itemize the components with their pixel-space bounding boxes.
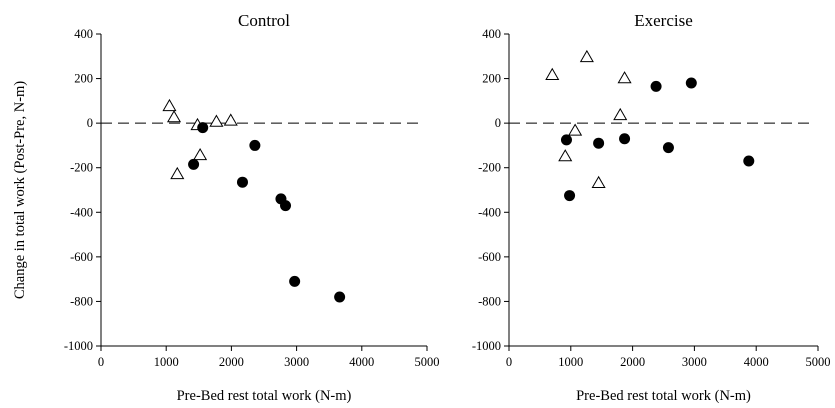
y-tick-label: -600	[478, 250, 501, 264]
data-point-triangle	[558, 149, 573, 162]
x-tick-label: 4000	[744, 355, 769, 369]
x-axis-label: Pre-Bed rest total work (N-m)	[177, 388, 352, 404]
x-tick-label: 5000	[415, 355, 440, 369]
chart-title: Control	[238, 11, 290, 30]
data-point-circle	[289, 275, 301, 287]
data-point-triangle	[162, 98, 177, 112]
data-point-circle	[662, 142, 674, 154]
y-tick-label: -1000	[64, 339, 93, 353]
y-tick-label: -200	[70, 161, 93, 175]
data-point-circle	[560, 134, 572, 146]
x-tick-label: 0	[506, 355, 512, 369]
y-axis-label: Change in total work (Post-Pre, N-m)	[12, 81, 28, 299]
data-point-circle	[334, 291, 346, 303]
data-point-triangle	[193, 147, 208, 161]
data-point-circle	[197, 122, 209, 134]
y-tick-label: -200	[478, 161, 501, 175]
x-tick-label: 5000	[806, 355, 831, 369]
data-point-triangle	[591, 175, 606, 189]
data-point-circle	[743, 155, 755, 167]
y-tick-label: -400	[70, 205, 93, 219]
x-axis-label: Pre-Bed rest total work (N-m)	[576, 388, 751, 404]
data-point-circle	[188, 158, 200, 170]
y-tick-label: -800	[478, 294, 501, 308]
data-point-circle	[236, 176, 248, 188]
y-tick-label: 200	[74, 72, 93, 86]
x-tick-label: 2000	[620, 355, 645, 369]
data-point-triangle	[579, 49, 594, 63]
data-point-triangle	[166, 110, 182, 123]
y-tick-label: -800	[70, 294, 93, 308]
data-point-circle	[249, 139, 261, 151]
chart-title: Exercise	[634, 11, 693, 30]
x-tick-label: 0	[98, 355, 104, 369]
data-point-circle	[280, 200, 292, 212]
x-tick-label: 3000	[284, 355, 309, 369]
data-point-triangle	[223, 113, 238, 126]
data-point-circle	[593, 137, 605, 149]
x-tick-label: 1000	[558, 355, 583, 369]
data-point-triangle	[617, 71, 632, 84]
x-tick-label: 4000	[349, 355, 374, 369]
x-tick-label: 1000	[154, 355, 179, 369]
x-tick-label: 3000	[682, 355, 707, 369]
data-point-circle	[685, 77, 697, 89]
data-point-triangle	[545, 67, 560, 80]
data-point-circle	[564, 190, 576, 202]
y-tick-label: -400	[478, 205, 501, 219]
y-tick-label: 400	[74, 27, 93, 41]
y-tick-label: -600	[70, 250, 93, 264]
y-tick-label: 400	[482, 27, 501, 41]
data-point-triangle	[568, 123, 583, 136]
data-point-circle	[650, 80, 662, 92]
data-point-circle	[619, 133, 631, 145]
y-tick-label: 0	[495, 116, 501, 130]
data-point-triangle	[209, 114, 224, 127]
y-tick-label: -1000	[472, 339, 501, 353]
x-tick-label: 2000	[219, 355, 244, 369]
data-point-triangle	[613, 107, 628, 121]
y-tick-label: 0	[87, 116, 93, 130]
data-point-triangle	[170, 166, 185, 180]
y-tick-label: 200	[482, 72, 501, 86]
